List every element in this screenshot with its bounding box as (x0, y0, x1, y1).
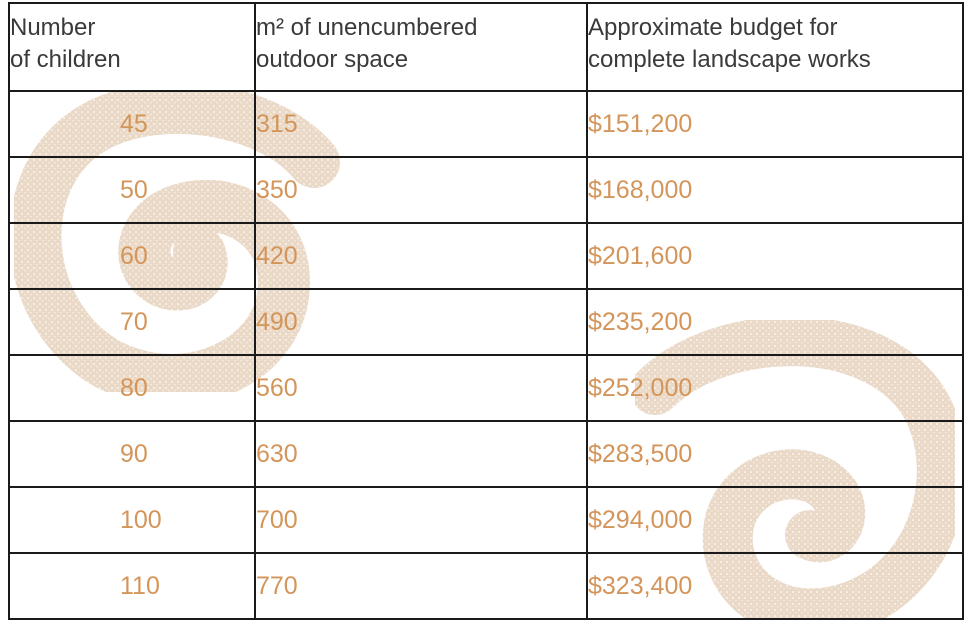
space-cell: 770 (254, 552, 588, 620)
space-cell: 490 (254, 288, 588, 356)
children-cell: 70 (8, 288, 256, 356)
children-value: 90 (120, 439, 148, 468)
table-row: 45 315 $151,200 (8, 90, 964, 158)
children-value: 45 (120, 109, 148, 138)
table-header-row: Number of children m² of unencumbered ou… (8, 2, 964, 92)
budget-cell: $294,000 (586, 486, 964, 554)
table-row: 110 770 $323,400 (8, 552, 964, 620)
header-line: Number (10, 14, 96, 41)
children-value: 50 (120, 175, 148, 204)
children-cell: 50 (8, 156, 256, 224)
budget-cell: $283,500 (586, 420, 964, 488)
header-line: Approximate budget for (588, 14, 838, 41)
header-approximate-budget: Approximate budget for complete landscap… (586, 2, 964, 92)
header-line: m² of unencumbered (256, 14, 478, 41)
header-line: complete landscape works (588, 46, 871, 73)
children-value: 70 (120, 307, 148, 336)
table-row: 90 630 $283,500 (8, 420, 964, 488)
landscape-budget-table: Number of children m² of unencumbered ou… (8, 2, 964, 620)
children-cell: 90 (8, 420, 256, 488)
budget-cell: $201,600 (586, 222, 964, 290)
children-cell: 80 (8, 354, 256, 422)
children-cell: 60 (8, 222, 256, 290)
children-value: 100 (120, 505, 162, 534)
table-row: 50 350 $168,000 (8, 156, 964, 224)
children-cell: 100 (8, 486, 256, 554)
space-cell: 420 (254, 222, 588, 290)
space-cell: 315 (254, 90, 588, 158)
children-value: 80 (120, 373, 148, 402)
budget-cell: $323,400 (586, 552, 964, 620)
space-cell: 630 (254, 420, 588, 488)
table-row: 80 560 $252,000 (8, 354, 964, 422)
children-value: 110 (120, 571, 160, 600)
budget-cell: $151,200 (586, 90, 964, 158)
children-cell: 45 (8, 90, 256, 158)
header-line: outdoor space (256, 46, 409, 73)
table-row: 70 490 $235,200 (8, 288, 964, 356)
header-number-of-children: Number of children (8, 2, 256, 92)
space-cell: 350 (254, 156, 588, 224)
space-cell: 560 (254, 354, 588, 422)
children-cell: 110 (8, 552, 256, 620)
table-row: 60 420 $201,600 (8, 222, 964, 290)
children-value: 60 (120, 241, 148, 270)
table-row: 100 700 $294,000 (8, 486, 964, 554)
budget-cell: $168,000 (586, 156, 964, 224)
space-cell: 700 (254, 486, 588, 554)
budget-cell: $235,200 (586, 288, 964, 356)
budget-cell: $252,000 (586, 354, 964, 422)
header-line: of children (10, 46, 121, 73)
header-outdoor-space: m² of unencumbered outdoor space (254, 2, 588, 92)
